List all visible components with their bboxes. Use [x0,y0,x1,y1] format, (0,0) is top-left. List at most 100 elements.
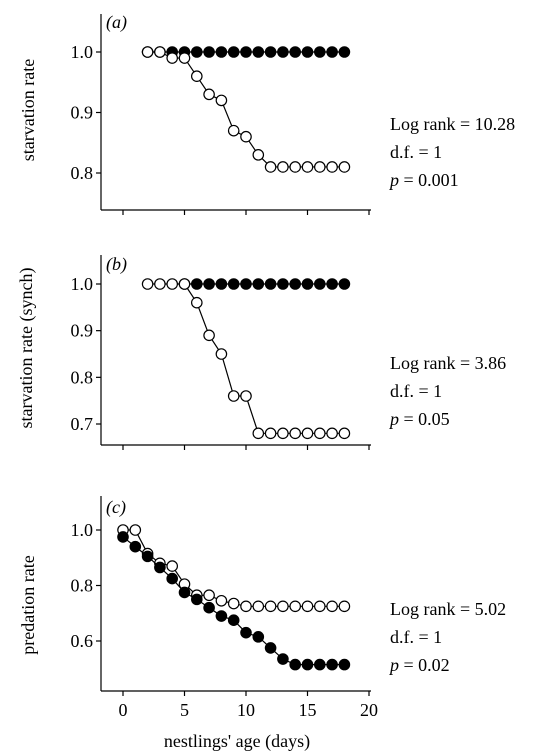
x-tick-label: 20 [360,700,378,720]
open-data-point [227,390,240,402]
x-axis-label: nestlings' age (days) [164,731,310,752]
filled-data-point [301,658,314,671]
open-data-point [166,52,178,64]
filled-data-point [215,610,228,622]
x-tick-label: 15 [299,700,317,720]
filled-data-point [301,278,314,290]
filled-data-point [277,278,289,290]
open-data-point [227,124,240,137]
open-data-point [227,597,240,610]
open-data-point [264,161,277,173]
filled-data-point [289,46,301,58]
open-data-point [277,161,289,173]
y-tick-label: 0.8 [71,576,94,596]
panel-a: starvation rate (a) Log rank = 10.28 d.f… [18,12,515,215]
filled-data-point [178,586,191,599]
filled-data-point [252,631,265,643]
open-data-point [313,600,326,613]
y-tick-label: 0.7 [71,414,94,434]
y-axis-label: starvation rate (synch) [16,268,37,429]
open-data-point [338,161,351,173]
filled-data-point [166,572,178,585]
filled-data-point [338,278,351,290]
filled-data-point [227,46,240,58]
open-data-point [203,88,215,101]
open-data-point [141,46,154,58]
filled-data-point [154,561,166,574]
filled-data-point [191,593,203,606]
open-data-point [203,329,215,342]
filled-data-point [264,642,277,654]
open-data-point [289,600,301,613]
open-data-point [215,94,228,107]
open-data-point [338,427,351,440]
y-axis-label: predation rate [18,555,38,654]
filled-data-point [252,46,265,58]
filled-data-point [338,658,351,671]
filled-data-point [264,46,277,58]
y-tick-label: 0.9 [71,103,94,123]
filled-data-point [313,658,326,671]
p-value-text: p = 0.001 [388,170,459,190]
log-rank-text: Log rank = 5.02 [390,599,506,619]
panel-label: (b) [106,254,127,275]
open-data-point [166,278,178,290]
y-axis-label: starvation rate [18,59,38,161]
filled-data-point [277,653,289,665]
filled-data-point [129,540,142,553]
open-data-point [240,600,252,613]
filled-data-point [301,46,314,58]
open-data-point [301,600,314,613]
x-tick-label: 10 [237,700,255,720]
open-data-point [313,427,326,440]
x-tick-label: 5 [180,700,189,720]
filled-data-point [203,46,215,58]
filled-data-point [191,278,203,290]
open-data-point [240,390,252,402]
open-data-point [178,278,191,290]
open-data-point [154,46,166,58]
y-tick-label: 1.0 [71,42,94,62]
filled-data-point [252,278,265,290]
filled-data-point [326,278,338,290]
open-data-point [326,427,338,440]
y-tick-label: 1.0 [71,274,94,294]
filled-data-point [240,278,252,290]
filled-data-point [117,531,129,543]
open-data-point [240,130,252,143]
filled-data-point [191,46,203,58]
p-value-text: p = 0.02 [388,655,450,675]
open-data-point [264,427,277,440]
open-data-point [252,600,265,613]
filled-data-point [203,278,215,290]
filled-data-point [326,46,338,58]
filled-data-point [203,601,215,614]
log-rank-text: Log rank = 3.86 [390,353,506,373]
p-value-text: p = 0.05 [388,409,450,429]
open-data-point [252,427,265,440]
x-tick-label: 0 [119,700,128,720]
open-series-line [147,51,345,168]
filled-data-point [215,278,228,290]
y-tick-label: 0.8 [71,367,94,387]
open-data-point [326,161,338,173]
df-text: d.f. = 1 [390,142,442,162]
y-tick-label: 1.0 [71,520,94,540]
log-rank-text: Log rank = 10.28 [390,114,515,134]
open-data-point [166,560,178,572]
filled-data-point [227,278,240,290]
filled-data-point [240,46,252,58]
open-data-point [129,524,142,536]
panel-c: predation rate (c) Log rank = 5.02 d.f. … [18,496,506,752]
panel-label: (c) [106,497,126,518]
open-data-point [191,70,203,82]
open-data-point [215,594,228,607]
open-data-point [289,161,301,173]
open-data-point [338,600,351,613]
open-data-point [313,161,326,173]
filled-data-point [141,550,154,563]
filled-data-point [289,278,301,290]
y-tick-label: 0.8 [71,163,94,183]
open-data-point [326,600,338,613]
filled-data-point [326,658,338,671]
